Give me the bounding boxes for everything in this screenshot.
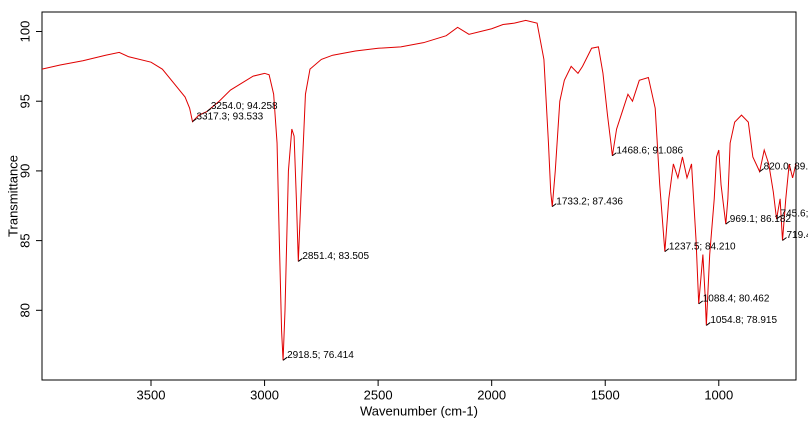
x-tick-label: 3000 (250, 387, 279, 402)
peak-marker (282, 356, 288, 361)
y-tick-label: 95 (17, 94, 32, 108)
x-tick-label: 1000 (704, 387, 733, 402)
x-axis-label: Wavenumber (cm-1) (360, 403, 478, 418)
x-tick-label: 3500 (137, 387, 166, 402)
x-tick-label: 1500 (591, 387, 620, 402)
y-tick-label: 90 (17, 164, 32, 178)
plot-frame (41, 11, 797, 381)
y-tick-label: 80 (17, 303, 32, 317)
peak-label: 1468.6; 91.086 (616, 145, 683, 156)
y-tick-label: 100 (17, 21, 32, 43)
peak-marker (782, 237, 787, 241)
peak-label: 969.1; 86.182 (730, 214, 792, 225)
peak-marker (551, 203, 557, 208)
y-tick-label: 85 (17, 233, 32, 247)
peak-label: 3317.3; 93.533 (197, 111, 264, 122)
peak-label: 1733.2; 87.436 (556, 196, 623, 207)
peak-label: 719.4; 85.009 (787, 230, 808, 241)
peak-label: 3254.0; 94.258 (211, 101, 278, 112)
peak-marker (725, 220, 731, 225)
peak-label: 745.6; 86.548 (781, 209, 808, 220)
x-tick-label: 2500 (364, 387, 393, 402)
peak-marker (192, 118, 197, 123)
spectrum-line (41, 19, 797, 361)
y-axis-label: Transmittance (5, 155, 20, 237)
peak-marker (698, 300, 704, 305)
peak-marker (664, 248, 670, 253)
x-tick-label: 2000 (477, 387, 506, 402)
peak-marker (776, 215, 781, 220)
peak-label: 1237.5; 84.210 (669, 241, 736, 252)
peak-marker (612, 152, 617, 157)
peak-marker (759, 168, 764, 173)
peak-label: 1088.4; 80.462 (703, 294, 770, 305)
peak-marker (298, 258, 303, 262)
peak-label: 2851.4; 83.505 (302, 251, 369, 262)
peak-label: 1054.8; 78.915 (710, 315, 777, 326)
peak-label: 820.0; 89.947 (764, 161, 808, 172)
peak-marker (706, 322, 711, 326)
peak-label: 2918.5; 76.414 (287, 350, 354, 361)
peak-marker (206, 108, 212, 112)
